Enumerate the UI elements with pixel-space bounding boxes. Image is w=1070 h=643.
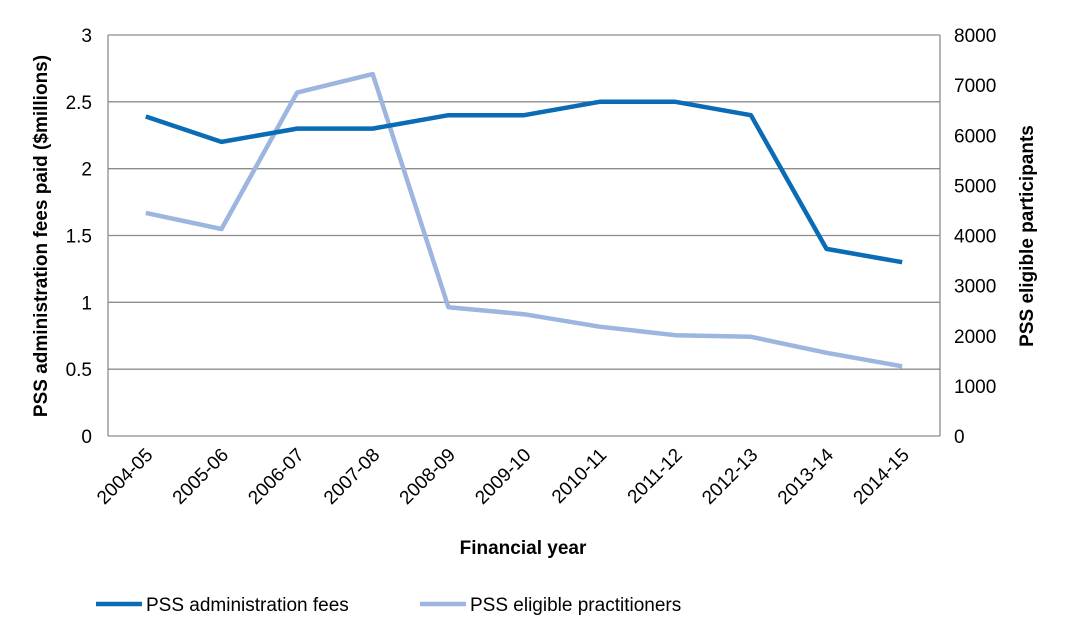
- x-tick-label: 2004-05: [93, 445, 157, 509]
- x-axis-title: Financial year: [460, 538, 587, 559]
- right-axis-ticks: 0 1000 2000 3000 4000 5000 6000 7000 8000: [954, 26, 996, 448]
- right-tick-label: 6000: [954, 126, 996, 147]
- x-tick-label: 2007-08: [320, 445, 384, 509]
- x-tick-label: 2005-06: [169, 445, 233, 509]
- left-tick-label: 1.5: [66, 227, 92, 248]
- x-axis-ticks: 2004-05 2005-06 2006-07 2007-08 2008-09 2009-…: [93, 444, 914, 508]
- x-tick-label: 2011-12: [624, 445, 687, 508]
- right-tick-label: 2000: [954, 327, 996, 348]
- left-tick-label: 3: [81, 26, 92, 47]
- left-axis-ticks: 0 0.5 1 1.5 2 2.5 3: [66, 26, 92, 448]
- right-tick-label: 8000: [954, 26, 996, 47]
- left-tick-label: 0: [81, 427, 92, 448]
- right-tick-label: 4000: [954, 227, 996, 248]
- right-tick-label: 1000: [954, 377, 996, 398]
- gridlines: [108, 34, 940, 370]
- right-tick-label: 3000: [954, 277, 996, 298]
- right-tick-label: 5000: [954, 176, 996, 197]
- left-tick-label: 2.5: [66, 93, 92, 114]
- legend: PSS administration fees PSS eligible prac…: [96, 595, 681, 616]
- x-tick-label: 2009-10: [471, 445, 535, 509]
- left-tick-label: 0.5: [66, 360, 92, 381]
- x-tick-label: 2012-13: [698, 445, 762, 509]
- x-tick-label: 2013-14: [774, 444, 838, 508]
- right-tick-label: 7000: [954, 76, 996, 97]
- legend-label-1: PSS administration fees: [146, 595, 349, 616]
- series-lines: [145, 71, 903, 369]
- right-axis-title: PSS eligible participants: [1017, 125, 1038, 347]
- left-tick-label: 1: [81, 293, 92, 314]
- x-tick-label: 2014-15: [850, 445, 914, 509]
- x-tick-label: 2010-11: [548, 445, 611, 508]
- left-tick-label: 2: [81, 160, 92, 181]
- x-tick-label: 2006-07: [244, 445, 308, 509]
- x-tick-label: 2008-09: [396, 445, 460, 509]
- series-line-1: [145, 99, 903, 265]
- series-line-2: [145, 71, 903, 369]
- right-tick-label: 0: [954, 427, 965, 448]
- plot-frame: [107, 35, 941, 437]
- legend-label-2: PSS eligible practitioners: [470, 595, 681, 616]
- left-axis-title: PSS administration fees paid ($millions): [31, 55, 52, 417]
